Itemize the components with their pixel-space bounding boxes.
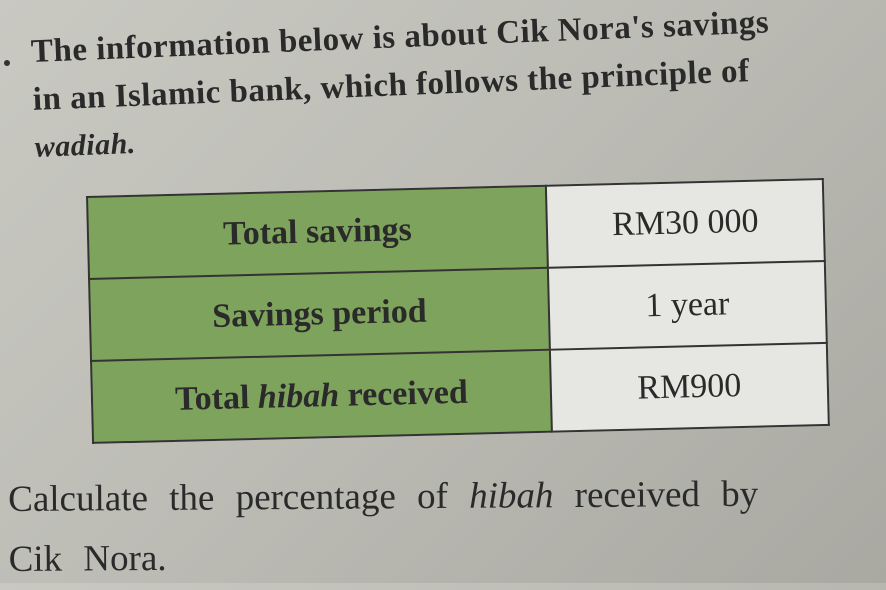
label-text: Savings period — [211, 292, 428, 335]
question-text: Calculate the percentage of hibah receiv… — [8, 464, 886, 590]
question-line-2: Cik Nora. — [8, 537, 167, 580]
question-text-part: Calculate the percentage of — [8, 475, 470, 520]
label-text: Total — [174, 378, 259, 418]
intro-paragraph: The information below is about Cik Nora'… — [30, 0, 886, 172]
row-label: Total savings — [87, 185, 548, 279]
row-value: 1 year — [547, 260, 827, 350]
row-value: RM900 — [549, 342, 829, 432]
label-italic: hibah — [257, 376, 340, 416]
savings-table: Total savings RM30 000 Savings period 1 … — [86, 177, 830, 444]
question-line-1: Calculate the percentage of hibah receiv… — [8, 464, 886, 530]
row-value: RM30 000 — [545, 178, 825, 268]
question-bullet — [4, 60, 10, 66]
row-label: Savings period — [89, 267, 550, 361]
row-label: Total hibah received — [91, 349, 552, 443]
label-text: received — [338, 373, 469, 414]
label-text: Total savings — [222, 211, 413, 253]
question-text-part: received by — [553, 473, 759, 517]
question-italic: hibah — [469, 475, 554, 517]
table-row: Total hibah received RM900 — [91, 342, 829, 443]
